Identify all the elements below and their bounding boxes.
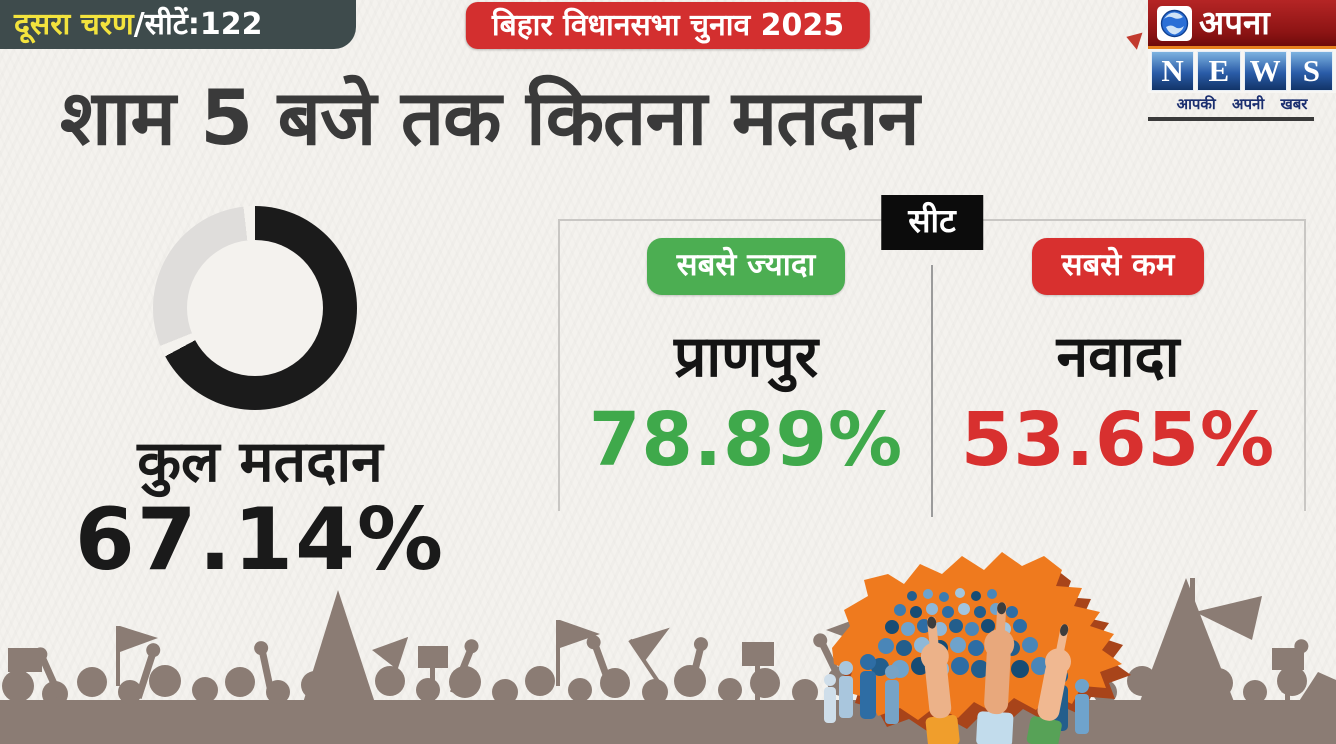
highest-badge: सबसे ज्यादा (646, 238, 846, 295)
logo-news-row: N E W S (1148, 49, 1336, 93)
lowest-turnout-column: सबसे कम नवादा 53.65% (932, 221, 1304, 511)
logo-letter-w: W (1243, 51, 1287, 91)
bihar-map-illustration (824, 552, 1131, 744)
highest-seat-name: प्राणपुर (673, 324, 819, 390)
globe-icon (1157, 5, 1192, 41)
seat-comparison-panel: सीट सबसे ज्यादा प्राणपुर 78.89% सबसे कम … (558, 195, 1306, 517)
total-turnout-value: 67.14% (74, 490, 446, 590)
red-accent-shape (1123, 28, 1143, 50)
channel-logo: अपना N E W S आपकी अपनी खबर (1148, 0, 1336, 121)
phase-label: दूसरा चरण (14, 7, 134, 42)
crowd-silhouette-illustration (0, 578, 1336, 744)
logo-letter-e: E (1197, 51, 1241, 91)
election-title-badge: बिहार विधानसभा चुनाव 2025 (465, 2, 871, 49)
logo-tagline: आपकी अपनी खबर (1176, 95, 1308, 113)
donut-chart (153, 206, 357, 410)
logo-underline (1148, 117, 1314, 121)
highest-value: 78.89% (588, 397, 904, 483)
voter-crowd (824, 588, 1089, 734)
lowest-badge: सबसे कम (1031, 238, 1205, 295)
logo-letter-s: S (1289, 51, 1333, 91)
highest-turnout-column: सबसे ज्यादा प्राणपुर 78.89% (560, 221, 932, 511)
phase-badge: दूसरा चरण/सीटें:122 (0, 0, 356, 49)
lowest-value: 53.65% (960, 397, 1276, 483)
logo-letter-n: N (1151, 51, 1195, 91)
total-turnout-label: कुल मतदान (137, 429, 383, 495)
seats-label: /सीटें:122 (133, 7, 263, 42)
voting-hands (920, 602, 1072, 744)
logo-brand-text: अपना (1199, 2, 1270, 42)
lowest-seat-name: नवादा (1056, 324, 1180, 390)
logo-brand-row: अपना (1148, 0, 1336, 49)
page-title: शाम 5 बजे तक कितना मतदान (60, 73, 920, 162)
seat-panel-header: सीट (881, 195, 983, 250)
crowd-figures (0, 578, 1336, 744)
panel-divider (931, 265, 933, 517)
